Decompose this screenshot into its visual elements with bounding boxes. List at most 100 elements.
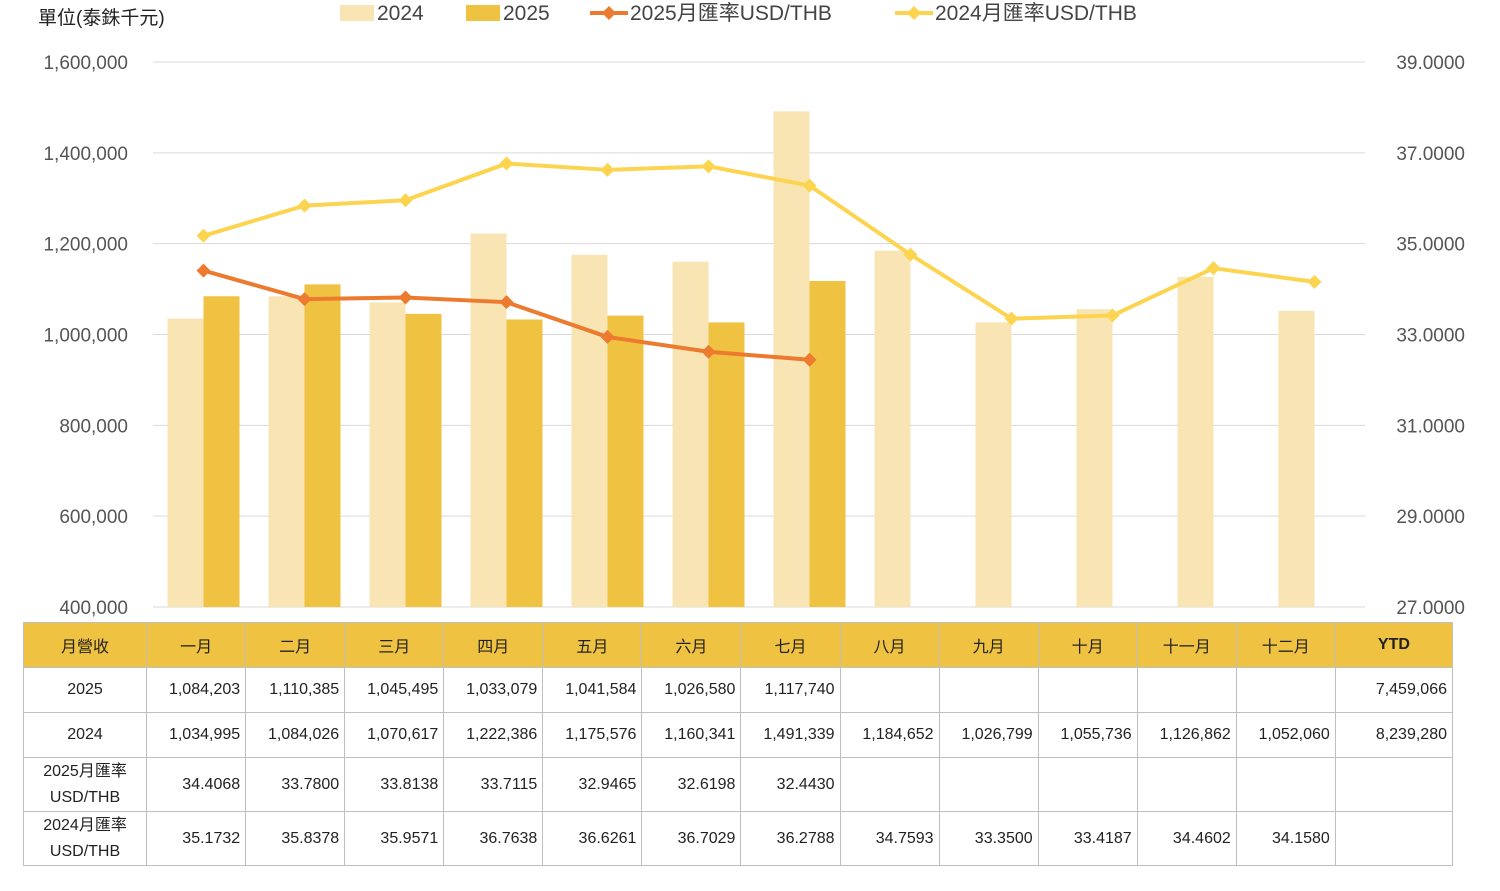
point-2024月匯率USD/THB (903, 247, 918, 262)
table-cell (1037, 757, 1138, 812)
table-cell (1136, 667, 1237, 713)
table-header-cell: 一月 (146, 622, 247, 668)
table-cell: 1,184,652 (839, 712, 940, 758)
right-axis: 27.0000 29.0000 31.0000 33.0000 35.0000 37.00… (1396, 53, 1465, 619)
legend-swatch (466, 5, 500, 21)
table-cell: 1,126,862 (1136, 712, 1237, 758)
table-header-cell: 二月 (245, 622, 346, 668)
table-cell: 34.4068 (146, 757, 247, 812)
table-cell: 33.7800 (245, 757, 346, 812)
bar-2025 (405, 313, 442, 607)
table-cell: 1,041,584 (542, 667, 643, 713)
left-axis: 400,000 600,000 800,000 1,000,000 1,200,000 1… (43, 53, 128, 619)
table-header-cell: 七月 (740, 622, 841, 668)
unit-label: 單位(泰銖千元) (38, 8, 165, 29)
revenue-exchange-chart: 400,000 600,000 800,000 1,000,000 1,200,000 1… (43, 2, 1465, 619)
line-2024月匯率USD/THB (202, 161, 1315, 321)
table-cell: 1,084,203 (146, 667, 247, 713)
bar-2024 (1278, 310, 1315, 607)
table-cell: 36.2788 (740, 811, 841, 866)
revenue-table: 月營收 一月 二月 三月 四月 五月 六月 七月 八月 九月 十月 十一月 十二… (22, 622, 1454, 866)
right-tick-label: 27.0000 (1396, 598, 1465, 619)
table-cell (1334, 757, 1454, 812)
table-cell: 1,222,386 (443, 712, 544, 758)
table-cell: 1,034,995 (146, 712, 247, 758)
row-label: 2024月匯率 USD/THB (22, 811, 148, 866)
point-2024月匯率USD/THB (1105, 308, 1120, 323)
bars (167, 111, 1315, 608)
point-2024月匯率USD/THB (499, 156, 514, 171)
table-cell: 35.1732 (146, 811, 247, 866)
table-cell: 1,160,341 (641, 712, 742, 758)
table-cell: 1,026,580 (641, 667, 742, 713)
legend-label: 2024月匯率USD/THB (935, 2, 1137, 25)
left-tick-label: 1,000,000 (43, 326, 128, 347)
table-cell (1235, 667, 1336, 713)
bar-2025 (304, 284, 341, 607)
legend-swatch (340, 5, 374, 21)
table-header-cell: 十月 (1037, 622, 1138, 668)
point-2024月匯率USD/THB (196, 228, 211, 243)
legend-label: 2025月匯率USD/THB (630, 2, 832, 25)
table-cell: 32.9465 (542, 757, 643, 812)
table-cell: 33.8138 (344, 757, 445, 812)
point-2025月匯率USD/THB (196, 263, 211, 278)
left-tick-label: 1,200,000 (43, 235, 128, 256)
table-cell (1136, 757, 1237, 812)
left-tick-label: 800,000 (59, 416, 128, 437)
table-cell: 34.1580 (1235, 811, 1336, 866)
table-cell: 1,117,740 (740, 667, 841, 713)
point-2024月匯率USD/THB (398, 193, 413, 208)
table-cell: 34.4602 (1136, 811, 1237, 866)
gridlines (153, 61, 1365, 608)
table-cell: 32.4430 (740, 757, 841, 812)
bar-2025 (809, 281, 846, 607)
legend: 2024 2025 2025月匯率USD/THB 2024月匯率USD/THB (340, 2, 1137, 25)
table-row: 2024 1,034,995 1,084,026 1,070,617 1,222,386… (22, 712, 1454, 758)
legend-marker (907, 6, 921, 20)
legend-label: 2024 (377, 2, 424, 25)
table-cell: 33.4187 (1037, 811, 1138, 866)
bar-2024 (167, 318, 204, 607)
table-header-cell: 五月 (542, 622, 643, 668)
bar-2024 (874, 250, 911, 608)
table-cell: 1,491,339 (740, 712, 841, 758)
point-2025月匯率USD/THB (499, 295, 514, 310)
table-cell: 1,045,495 (344, 667, 445, 713)
bar-2025 (203, 296, 240, 607)
bar-2025 (607, 315, 644, 607)
table-cell: 1,055,736 (1037, 712, 1138, 758)
bar-2024 (1076, 309, 1113, 607)
table-cell: 32.6198 (641, 757, 742, 812)
table-cell: 36.7029 (641, 811, 742, 866)
table-header-cell: 十一月 (1136, 622, 1237, 668)
table-cell: 36.7638 (443, 811, 544, 866)
bar-2024 (571, 254, 608, 608)
right-tick-label: 31.0000 (1396, 416, 1465, 437)
right-tick-label: 35.0000 (1396, 235, 1465, 256)
left-tick-label: 400,000 (59, 598, 128, 619)
point-2025月匯率USD/THB (802, 352, 817, 367)
table-cell (1334, 811, 1454, 866)
table-cell: 8,239,280 (1334, 712, 1454, 758)
table-cell (1235, 757, 1336, 812)
table-header-row: 月營收 一月 二月 三月 四月 五月 六月 七月 八月 九月 十月 十一月 十二… (22, 622, 1454, 668)
table-cell (839, 757, 940, 812)
row-label: 2025月匯率 USD/THB (22, 757, 148, 812)
table-cell (839, 667, 940, 713)
table-header-cell: 四月 (443, 622, 544, 668)
bar-2024 (1177, 276, 1214, 607)
row-label: 2025 (22, 667, 148, 713)
bar-2024 (672, 261, 709, 607)
table-cell: 1,026,799 (938, 712, 1039, 758)
point-2025月匯率USD/THB (297, 292, 312, 307)
left-tick-label: 1,600,000 (43, 53, 128, 74)
point-2024月匯率USD/THB (600, 162, 615, 177)
point-2024月匯率USD/THB (701, 159, 716, 174)
table-cell: 36.6261 (542, 811, 643, 866)
point-2024月匯率USD/THB (1004, 311, 1019, 326)
point-2024月匯率USD/THB (1307, 274, 1322, 289)
point-2024月匯率USD/THB (802, 178, 817, 193)
table-row: 2025 1,084,203 1,110,385 1,045,495 1,033,079… (22, 667, 1454, 713)
table-header-cell: 八月 (839, 622, 940, 668)
